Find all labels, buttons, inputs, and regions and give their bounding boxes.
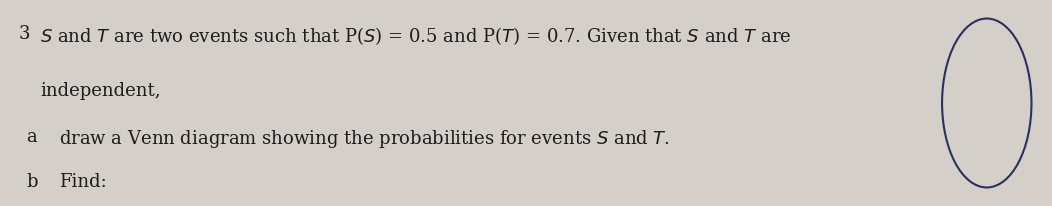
- Text: draw a Venn diagram showing the probabilities for events $S$ and $T$.: draw a Venn diagram showing the probabil…: [59, 128, 670, 150]
- Text: 3: 3: [19, 25, 31, 43]
- Text: a: a: [26, 128, 37, 146]
- Text: Find:: Find:: [59, 173, 106, 191]
- Text: independent,: independent,: [40, 82, 161, 100]
- Text: $S$ and $T$ are two events such that P($S$) = 0.5 and P($T$) = 0.7. Given that $: $S$ and $T$ are two events such that P($…: [40, 25, 791, 47]
- Text: b: b: [26, 173, 38, 191]
